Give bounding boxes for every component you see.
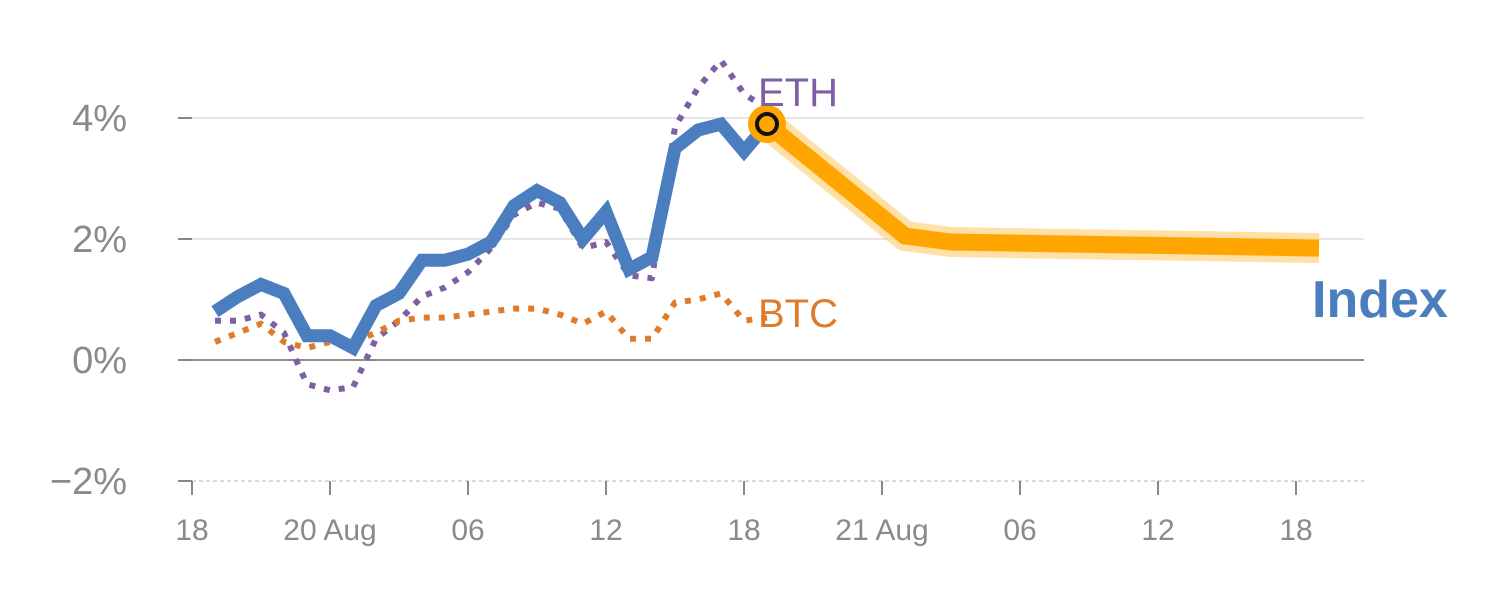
current-value-marker	[755, 112, 779, 137]
x-tick-label: 12	[589, 514, 622, 547]
y-tick-label: 4%	[72, 98, 127, 140]
btc-series-line	[213, 290, 768, 351]
x-tick-label: 06	[451, 514, 484, 547]
index-series-label: Index	[1312, 271, 1448, 329]
x-tick-label: 18	[1279, 514, 1312, 547]
eth-series-label: ETH	[758, 71, 838, 115]
btc-series-label: BTC	[758, 292, 838, 336]
x-tick-label: 20 Aug	[283, 514, 376, 547]
index-series-line	[211, 116, 772, 357]
y-tick-label: −2%	[50, 461, 127, 503]
x-axis-ticks: 18 20 Aug 06 12 18 21 Aug 06 12 18	[175, 481, 1313, 547]
y-tick-label: 0%	[72, 340, 127, 382]
eth-series-line	[215, 57, 769, 394]
x-tick-label: 06	[1003, 514, 1036, 547]
y-tick-label: 2%	[72, 219, 127, 261]
x-tick-label: 18	[727, 514, 760, 547]
y-axis-ticks: −2% 0% 2% 4%	[50, 98, 192, 503]
x-tick-label: 18	[175, 514, 208, 547]
series-labels: ETH BTC Index	[758, 71, 1448, 336]
series	[211, 57, 1320, 394]
x-tick-label: 21 Aug	[835, 514, 928, 547]
index-forecast-line	[761, 117, 1320, 257]
x-tick-label: 12	[1141, 514, 1174, 547]
